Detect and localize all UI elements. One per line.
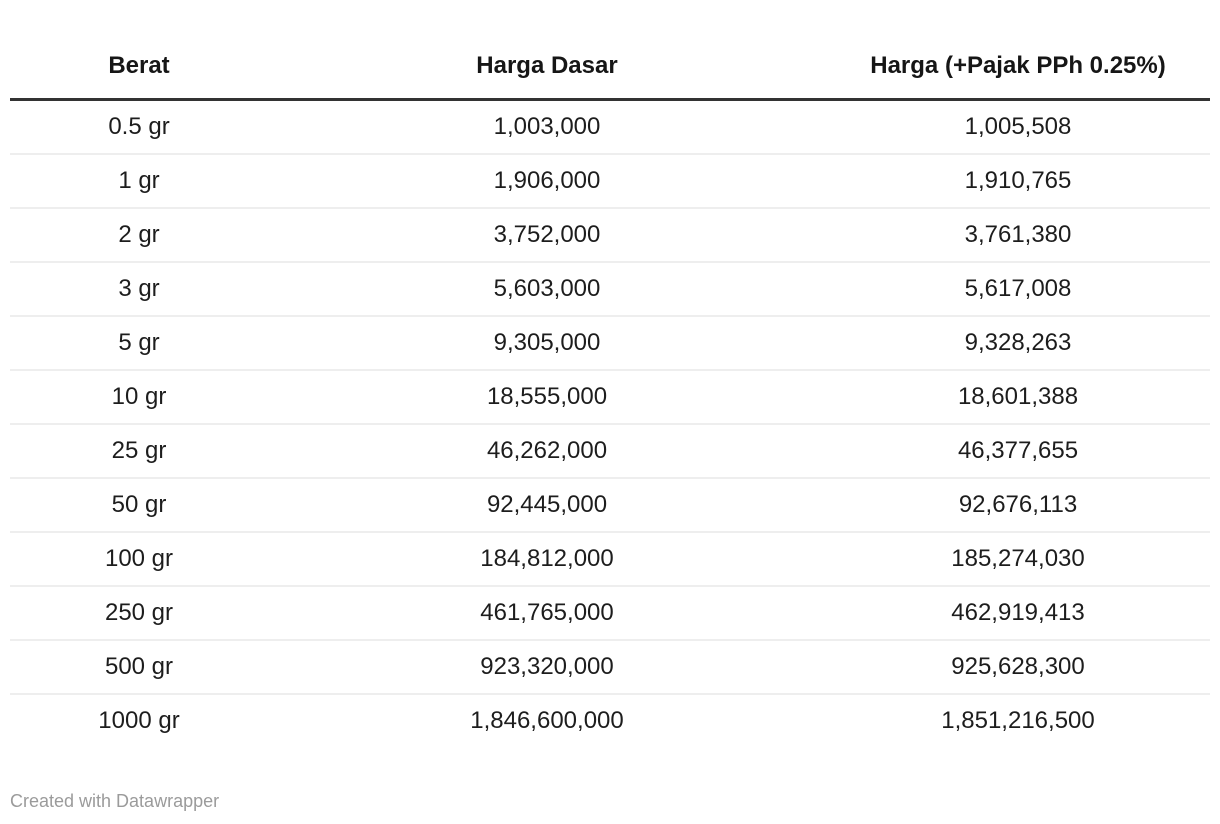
cell-harga-dasar: 1,906,000 xyxy=(268,154,826,209)
cell-harga-pajak: 5,617,008 xyxy=(826,262,1210,317)
cell-berat: 10 gr xyxy=(10,370,268,425)
table-row: 10 gr 18,555,000 18,601,388 xyxy=(10,370,1210,425)
cell-berat: 50 gr xyxy=(10,478,268,533)
column-header-berat: Berat xyxy=(10,34,268,101)
cell-harga-pajak: 46,377,655 xyxy=(826,424,1210,479)
cell-berat: 1000 gr xyxy=(98,707,180,734)
cell-harga-dasar: 92,445,000 xyxy=(268,478,826,533)
cell-harga-dasar: 923,320,000 xyxy=(268,640,826,695)
price-table: Berat Harga Dasar Harga (+Pajak PPh 0.25… xyxy=(10,34,1210,747)
cell-berat: 250 gr xyxy=(10,586,268,641)
cell-harga-dasar: 5,603,000 xyxy=(268,262,826,317)
cell-berat: 500 gr xyxy=(10,640,268,695)
cell-harga-dasar: 184,812,000 xyxy=(268,532,826,587)
table-header: Berat Harga Dasar Harga (+Pajak PPh 0.25… xyxy=(10,34,1210,101)
table-body: 0.5 gr 1,003,000 1,005,508 1 gr 1,906,00… xyxy=(10,99,1210,748)
column-header-harga-dasar: Harga Dasar xyxy=(268,34,826,101)
cell-harga-pajak: 1,851,216,500 xyxy=(941,707,1095,734)
cell-berat: 0.5 gr xyxy=(10,99,268,155)
table-row: 1000 gr 1,846,600,000 1,851,216,500 xyxy=(10,694,1210,747)
column-header-harga-pajak: Harga (+Pajak PPh 0.25%) xyxy=(826,34,1210,101)
cell-harga-pajak: 9,328,263 xyxy=(826,316,1210,371)
table-row: 2 gr 3,752,000 3,761,380 xyxy=(10,208,1210,263)
cell-harga-dasar: 1,846,600,000 xyxy=(470,707,624,734)
cell-harga-dasar: 46,262,000 xyxy=(268,424,826,479)
table-row: 50 gr 92,445,000 92,676,113 xyxy=(10,478,1210,533)
table-row: 500 gr 923,320,000 925,628,300 xyxy=(10,640,1210,695)
cell-harga-dasar: 18,555,000 xyxy=(268,370,826,425)
header-row: Berat Harga Dasar Harga (+Pajak PPh 0.25… xyxy=(10,34,1210,101)
cell-berat: 2 gr xyxy=(10,208,268,263)
cell-harga-pajak: 462,919,413 xyxy=(826,586,1210,641)
datawrapper-credit-link[interactable]: Created with Datawrapper xyxy=(10,791,220,811)
cell-harga-pajak: 925,628,300 xyxy=(826,640,1210,695)
cell-berat: 3 gr xyxy=(10,262,268,317)
cell-berat: 1 gr xyxy=(10,154,268,209)
table-row: 3 gr 5,603,000 5,617,008 xyxy=(10,262,1210,317)
table-row: 1 gr 1,906,000 1,910,765 xyxy=(10,154,1210,209)
cell-harga-pajak: 185,274,030 xyxy=(826,532,1210,587)
cell-harga-dasar: 1,003,000 xyxy=(268,99,826,155)
cell-harga-dasar: 461,765,000 xyxy=(268,586,826,641)
cell-berat: 5 gr xyxy=(10,316,268,371)
cell-harga-dasar: 3,752,000 xyxy=(268,208,826,263)
cell-harga-pajak: 1,910,765 xyxy=(826,154,1210,209)
cell-berat: 100 gr xyxy=(10,532,268,587)
table-row: 100 gr 184,812,000 185,274,030 xyxy=(10,532,1210,587)
cell-harga-dasar: 9,305,000 xyxy=(268,316,826,371)
table-row: 250 gr 461,765,000 462,919,413 xyxy=(10,586,1210,641)
cell-harga-pajak: 3,761,380 xyxy=(826,208,1210,263)
cell-berat: 25 gr xyxy=(10,424,268,479)
table-row: 5 gr 9,305,000 9,328,263 xyxy=(10,316,1210,371)
table-row: 0.5 gr 1,003,000 1,005,508 xyxy=(10,99,1210,155)
table-row: 25 gr 46,262,000 46,377,655 xyxy=(10,424,1210,479)
cell-harga-pajak: 1,005,508 xyxy=(826,99,1210,155)
cell-harga-pajak: 92,676,113 xyxy=(826,478,1210,533)
cell-harga-pajak: 18,601,388 xyxy=(826,370,1210,425)
